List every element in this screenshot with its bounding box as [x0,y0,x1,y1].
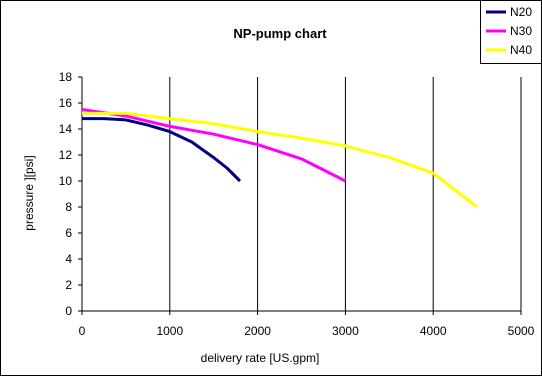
x-tick-label: 1000 [156,324,183,338]
y-tick-label: 12 [59,148,73,162]
y-tick-label: 6 [65,226,72,240]
legend: N20 N30 N40 [480,0,542,64]
x-tick-label: 2000 [244,324,271,338]
series-line-n40 [82,111,479,209]
y-tick-label: 0 [65,304,72,318]
legend-label-n30: N30 [510,24,532,38]
legend-label-n20: N20 [510,5,532,19]
x-tick-label: 0 [79,324,86,338]
plot-area: 0 2 4 6 8 10 12 14 16 18 0 1000 2000 3000 4000 5000 [59,70,535,338]
x-axis-label: delivery rate [US.gpm] [201,351,320,365]
y-tick-label: 14 [59,122,73,136]
y-tick-label: 18 [59,70,73,84]
y-tick-label: 10 [59,174,73,188]
x-tick-label: 3000 [332,324,359,338]
series-line-n20 [82,117,242,183]
x-tick-label: 5000 [508,324,535,338]
plot-background [82,77,521,311]
series-line-n30 [81,108,347,183]
chart-title: NP-pump chart [233,26,327,41]
y-tick-label: 16 [59,96,73,110]
y-tick-label: 8 [65,200,72,214]
y-tick-label: 4 [65,252,72,266]
y-axis-label: pressure ][psi] [22,155,36,230]
y-tick-label: 2 [65,278,72,292]
legend-label-n40: N40 [510,43,532,57]
x-tick-label: 4000 [420,324,447,338]
